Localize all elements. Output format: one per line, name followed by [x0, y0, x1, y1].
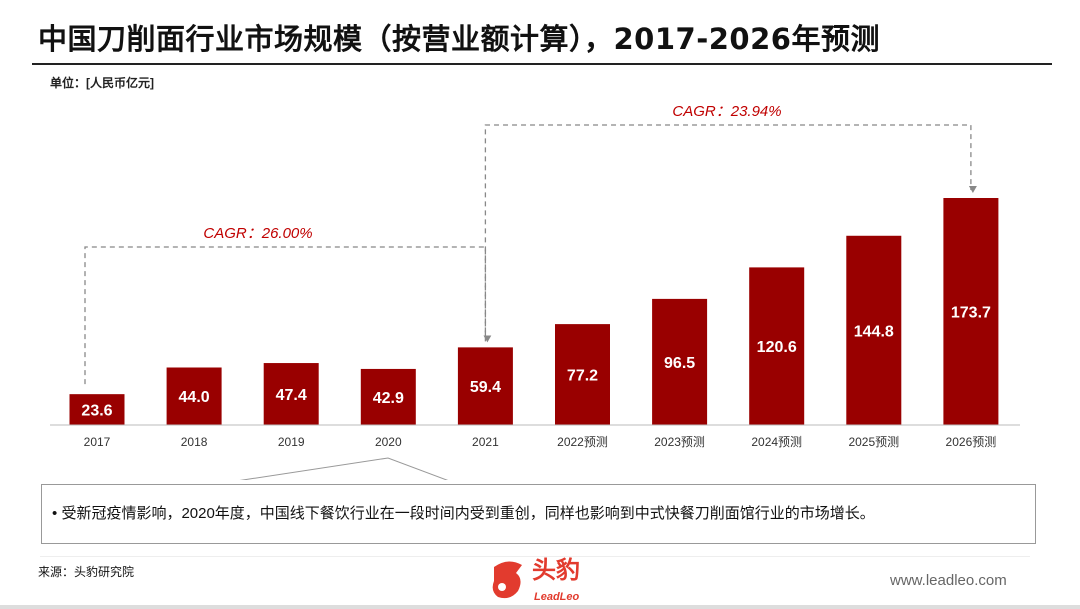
logo-text-cn: 头豹: [532, 556, 580, 584]
x-tick-label: 2022预测: [557, 435, 608, 449]
bar-2017: [69, 394, 125, 425]
cagr-bracket: [84, 246, 492, 385]
note-box: • 受新冠疫情影响，2020年度，中国线下餐饮行业在一段时间内受到重创，同样也影…: [41, 484, 1036, 544]
data-label: 23.6: [81, 403, 112, 420]
cagr-label: CAGR：26.00%: [203, 225, 312, 242]
data-label: 120.6: [757, 339, 797, 356]
x-tick-label: 2021: [472, 435, 499, 449]
x-tick-label: 2020: [375, 435, 402, 449]
x-tick-label: 2019: [278, 435, 305, 449]
data-label: 42.9: [373, 390, 404, 407]
bar-2025预测: [846, 235, 902, 425]
cagr-bracket: [484, 124, 977, 342]
footer-divider: [40, 556, 1030, 557]
bar-2023预测: [652, 298, 708, 425]
logo-text-en: LeadLeo: [534, 591, 580, 603]
cagr-label: CAGR：23.94%: [672, 103, 781, 120]
bar-2018: [166, 367, 222, 425]
leadleo-logo: 头豹 LeadLeo: [488, 557, 618, 607]
x-tick-label: 2026预测: [946, 435, 997, 449]
bar-2026预测: [943, 198, 999, 425]
source-label: 来源：头豹研究院: [38, 565, 135, 579]
bar-2022预测: [555, 324, 610, 425]
note-pointer: [239, 457, 449, 480]
note-text: • 受新冠疫情影响，2020年度，中国线下餐饮行业在一段时间内受到重创，同样也影…: [52, 505, 875, 523]
bottom-bar: [0, 605, 1080, 609]
x-tick-label: 2023预测: [654, 435, 705, 449]
bar-chart: 23.6 2017 44.0 2018 47.4 2019 42.9 2020 59.4 2021…: [50, 103, 1020, 480]
x-tick-label: 2017: [84, 435, 111, 449]
data-label: 144.8: [854, 323, 894, 340]
bar-2024预测: [749, 267, 805, 425]
data-label: 44.0: [179, 389, 210, 406]
note-content: 受新冠疫情影响，2020年度，中国线下餐饮行业在一段时间内受到重创，同样也影响到…: [61, 505, 875, 522]
bullet: •: [52, 505, 58, 522]
data-label: 96.5: [664, 355, 695, 372]
bar-2021: [457, 347, 513, 425]
title-divider: [32, 63, 1052, 65]
x-tick-label: 2025预测: [848, 435, 899, 449]
data-label: 173.7: [951, 305, 991, 322]
bar-2019: [263, 363, 319, 425]
x-tick-label: 2018: [181, 435, 208, 449]
x-tick-label: 2024预测: [751, 435, 802, 449]
data-label: 77.2: [567, 368, 598, 385]
page-title: 中国刀削面行业市场规模（按营业额计算），2017-2026年预测: [38, 22, 880, 56]
website-link[interactable]: www.leadleo.com: [890, 572, 1007, 589]
leopard-icon: [492, 561, 522, 599]
bar-2020: [360, 368, 416, 425]
unit-label: 单位：[人民币亿元]: [50, 76, 154, 90]
data-label: 47.4: [276, 387, 307, 404]
data-label: 59.4: [470, 379, 501, 396]
